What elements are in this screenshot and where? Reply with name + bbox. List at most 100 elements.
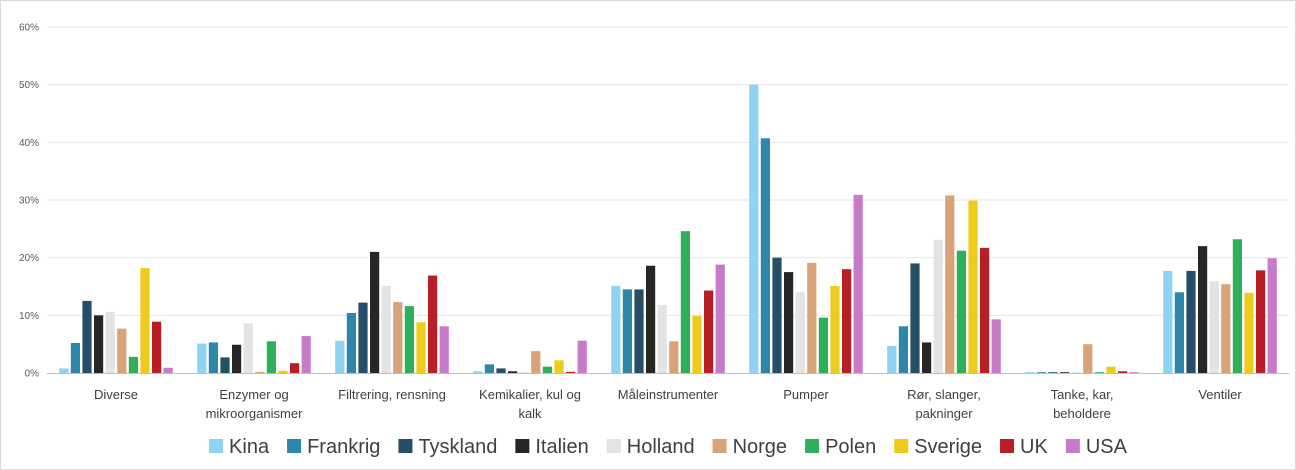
bar	[1256, 270, 1266, 373]
bar	[197, 343, 207, 373]
bar	[484, 364, 494, 373]
bar	[416, 322, 426, 373]
y-tick-label: 30%	[19, 196, 39, 207]
legend-label: Italien	[535, 436, 588, 458]
legend-swatch	[1000, 439, 1015, 453]
bar	[830, 285, 840, 373]
bar	[232, 344, 242, 373]
bar	[519, 372, 529, 373]
bar	[898, 326, 908, 373]
category-label: Måleinstrumenter	[618, 387, 719, 402]
bar	[1060, 372, 1070, 373]
bar	[301, 336, 311, 373]
legend-item: Sverige	[894, 436, 982, 458]
category-label: kalk	[518, 406, 542, 421]
category-label: Tanke, kar,	[1051, 387, 1114, 402]
gridlines	[47, 26, 1289, 316]
category-label: Enzymer og	[219, 387, 288, 402]
bar	[1198, 246, 1208, 373]
legend-label: Polen	[825, 436, 876, 458]
bar	[622, 289, 632, 373]
bar	[152, 321, 162, 373]
bar	[1094, 372, 1104, 373]
bar	[278, 370, 288, 373]
category-label: Kemikalier, kul og	[479, 387, 581, 402]
bar	[634, 289, 644, 373]
bar	[657, 304, 667, 373]
legend-swatch	[712, 439, 727, 453]
bar	[1221, 284, 1231, 373]
bar	[968, 200, 978, 373]
bar	[784, 272, 794, 373]
bar	[1048, 372, 1058, 373]
bar	[94, 315, 104, 373]
bar	[554, 360, 564, 373]
y-tick-label: 20%	[19, 253, 39, 264]
category-label: mikroorganismer	[206, 406, 303, 421]
legend-label: Sverige	[914, 436, 982, 458]
bar	[669, 341, 679, 373]
bar	[1036, 372, 1046, 373]
bar	[381, 285, 391, 373]
legend-label: Frankrig	[307, 436, 380, 458]
bar	[1174, 292, 1184, 373]
legend-swatch	[805, 439, 820, 453]
bar	[646, 265, 656, 373]
bar	[439, 326, 449, 373]
bar	[760, 138, 770, 373]
bar	[1209, 281, 1219, 373]
bar	[163, 367, 173, 373]
legend-item: Kina	[209, 436, 270, 458]
bar	[208, 342, 218, 373]
bar	[807, 262, 817, 373]
bar	[243, 323, 253, 373]
legend-label: Holland	[627, 436, 695, 458]
legend-item: Italien	[515, 436, 589, 458]
bar	[1232, 239, 1242, 373]
bar	[692, 315, 702, 373]
bar	[266, 341, 276, 373]
y-tick-label: 10%	[19, 311, 39, 322]
bar	[346, 313, 356, 373]
bar	[1106, 366, 1116, 373]
legend-swatch	[894, 439, 909, 453]
bar	[749, 84, 759, 374]
y-tick-label: 50%	[19, 80, 39, 91]
bar	[577, 340, 587, 373]
bar	[795, 292, 805, 373]
bar	[910, 263, 920, 373]
legend-item: Polen	[805, 436, 876, 458]
bar	[542, 366, 552, 373]
category-label: Filtrering, rensning	[338, 387, 446, 402]
bar	[70, 343, 80, 373]
legend-swatch	[1065, 439, 1080, 453]
bar	[956, 250, 966, 373]
bar	[1186, 270, 1196, 373]
bar	[715, 264, 725, 373]
bar	[496, 368, 506, 373]
legend-item: UK	[1000, 436, 1048, 458]
legend-label: USA	[1086, 436, 1128, 458]
bar	[566, 371, 576, 373]
bar	[887, 345, 897, 373]
category-label: Rør, slanger,	[907, 387, 981, 402]
legend-item: Norge	[712, 436, 787, 458]
bar	[140, 268, 150, 373]
bar	[370, 251, 380, 373]
bar	[980, 247, 990, 373]
bar	[59, 368, 69, 373]
bar	[611, 285, 621, 373]
category-label: beholdere	[1053, 406, 1111, 421]
legend-item: Holland	[606, 436, 695, 458]
category-label: Pumper	[783, 387, 829, 402]
legend-swatch	[209, 439, 224, 453]
y-axis-tick-labels: 0% 10% 20% 30% 40% 50% 60%	[19, 23, 39, 380]
bar	[82, 300, 92, 373]
bar	[1083, 344, 1093, 373]
legend-swatch	[515, 439, 530, 453]
category-label: pakninger	[915, 406, 973, 421]
legend-label: Norge	[733, 436, 787, 458]
bar	[922, 342, 932, 373]
y-tick-label: 0%	[25, 369, 40, 380]
